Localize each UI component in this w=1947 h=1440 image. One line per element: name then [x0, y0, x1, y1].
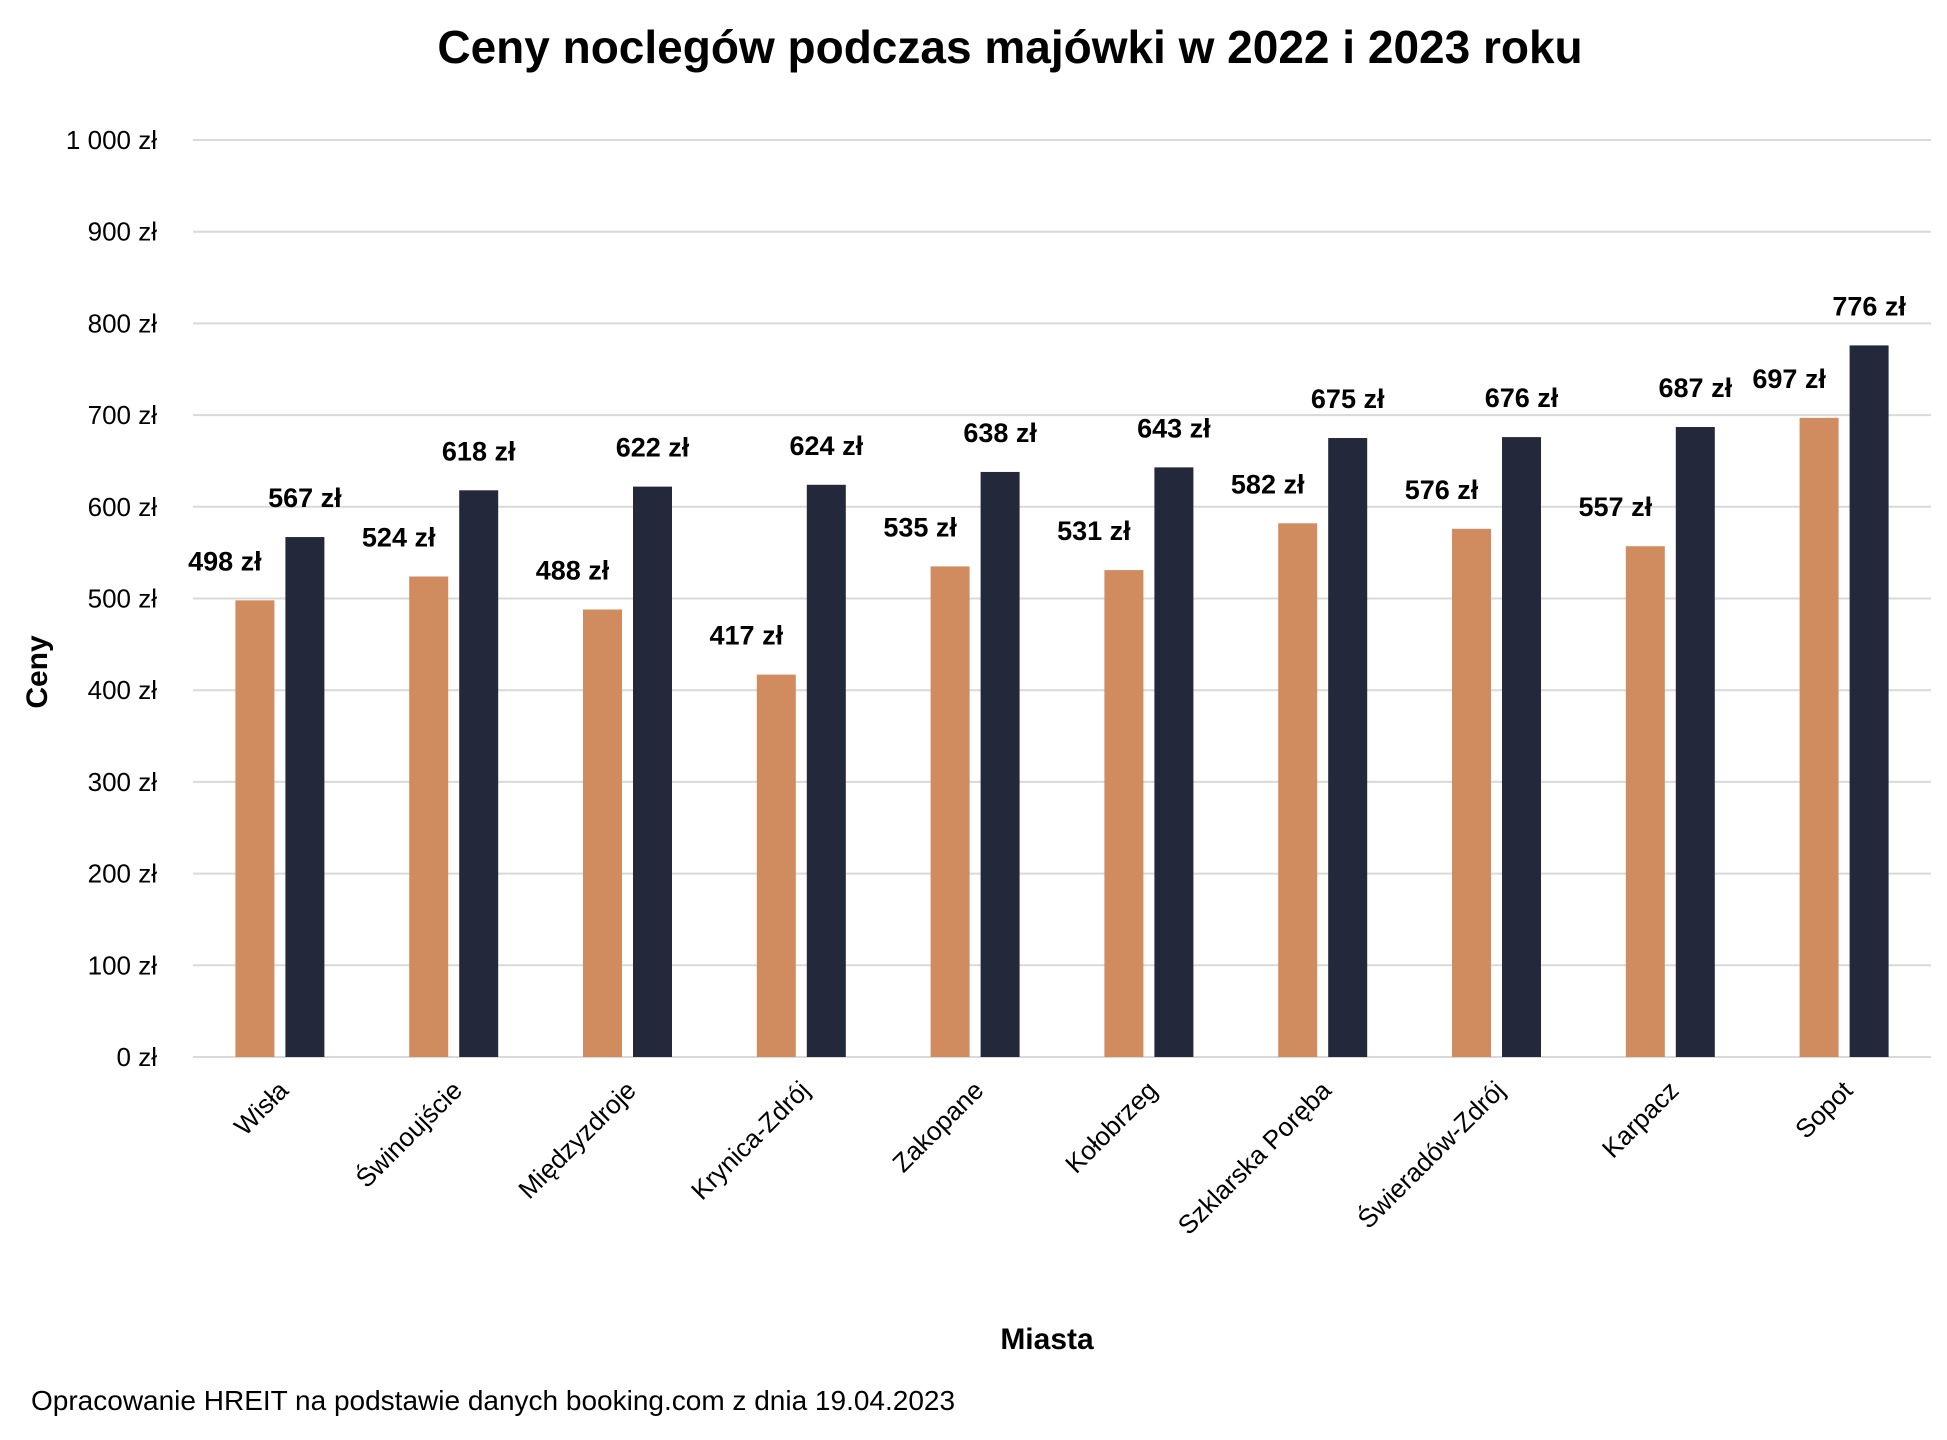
bar-series-2 [1502, 437, 1541, 1057]
y-tick-label: 500 zł [88, 584, 158, 614]
bar-series-1 [756, 674, 796, 1057]
bar-series-1 [409, 576, 449, 1057]
x-tick-label: Kołobrzeg [1059, 1075, 1163, 1179]
y-tick-label: 600 zł [88, 492, 158, 522]
x-tick-label: Wisła [228, 1075, 295, 1142]
y-tick-label: 700 zł [88, 400, 158, 430]
y-axis-label: Ceny [21, 635, 54, 709]
y-tick-label: 300 zł [88, 767, 158, 797]
x-tick-label: Zakopane [886, 1075, 989, 1178]
data-label: 638 zł [963, 418, 1037, 448]
data-label: 697 zł [1752, 364, 1826, 394]
bar-series-2 [459, 490, 499, 1057]
data-label: 643 zł [1137, 413, 1211, 443]
bar-series-1 [930, 566, 970, 1057]
y-tick-label: 200 zł [88, 859, 158, 889]
bar-series-2 [1849, 345, 1889, 1058]
y-tick-label: 900 zł [88, 217, 158, 247]
bar-series-1 [583, 609, 622, 1057]
data-label: 618 zł [442, 436, 516, 466]
data-label: 687 zł [1659, 373, 1733, 403]
x-tick-label: Sopot [1789, 1074, 1859, 1144]
data-label: 498 zł [188, 546, 262, 576]
y-tick-label: 800 zł [88, 308, 158, 338]
data-label: 557 zł [1579, 492, 1653, 522]
y-tick-label: 400 zł [88, 675, 158, 705]
bar-series-1 [1625, 546, 1665, 1057]
x-tick-label: Świeradów-Zdrój [1352, 1075, 1511, 1234]
bar-series-2 [806, 484, 846, 1057]
x-tick-label: Karpacz [1596, 1075, 1685, 1164]
data-label: 624 zł [790, 431, 864, 461]
bar-series-1 [1278, 523, 1318, 1057]
data-label: 676 zł [1485, 383, 1559, 413]
bar-series-2 [285, 537, 325, 1057]
data-label: 622 zł [616, 433, 690, 463]
x-axis-label: Miasta [1000, 1323, 1094, 1356]
data-label: 776 zł [1832, 291, 1906, 321]
data-label: 582 zł [1231, 469, 1305, 499]
data-label: 488 zł [536, 556, 610, 586]
bar-series-2 [1154, 467, 1194, 1057]
y-tick-label: 1 000 zł [66, 125, 157, 155]
bar-series-2 [633, 486, 672, 1058]
data-label: 535 zł [883, 512, 957, 542]
data-label: 417 zł [710, 621, 784, 651]
x-tick-label: Krynica-Zdrój [685, 1075, 816, 1206]
y-tick-label: 0 zł [117, 1042, 158, 1072]
x-tick-label: Międzyzdroje [512, 1075, 642, 1205]
bar-series-1 [1799, 417, 1839, 1057]
bar-series-1 [1452, 528, 1491, 1057]
data-label: 531 zł [1057, 516, 1131, 546]
bar-series-2 [1675, 427, 1715, 1057]
y-tick-label: 100 zł [88, 950, 158, 980]
x-tick-label: Świnoujście [350, 1075, 468, 1193]
data-label: 567 zł [268, 483, 342, 513]
bar-series-1 [1104, 570, 1144, 1057]
data-label: 524 zł [362, 522, 436, 552]
bar-series-2 [1328, 438, 1368, 1057]
data-label: 675 zł [1311, 384, 1385, 414]
footnote: Opracowanie HREIT na podstawie danych bo… [31, 1385, 955, 1416]
chart-title: Ceny noclegów podczas majówki w 2022 i 2… [437, 21, 1582, 73]
data-label: 576 zł [1405, 475, 1479, 505]
x-tick-label: Szklarska Poręba [1172, 1075, 1338, 1241]
bar-series-2 [980, 471, 1020, 1058]
bar-series-1 [235, 600, 275, 1057]
